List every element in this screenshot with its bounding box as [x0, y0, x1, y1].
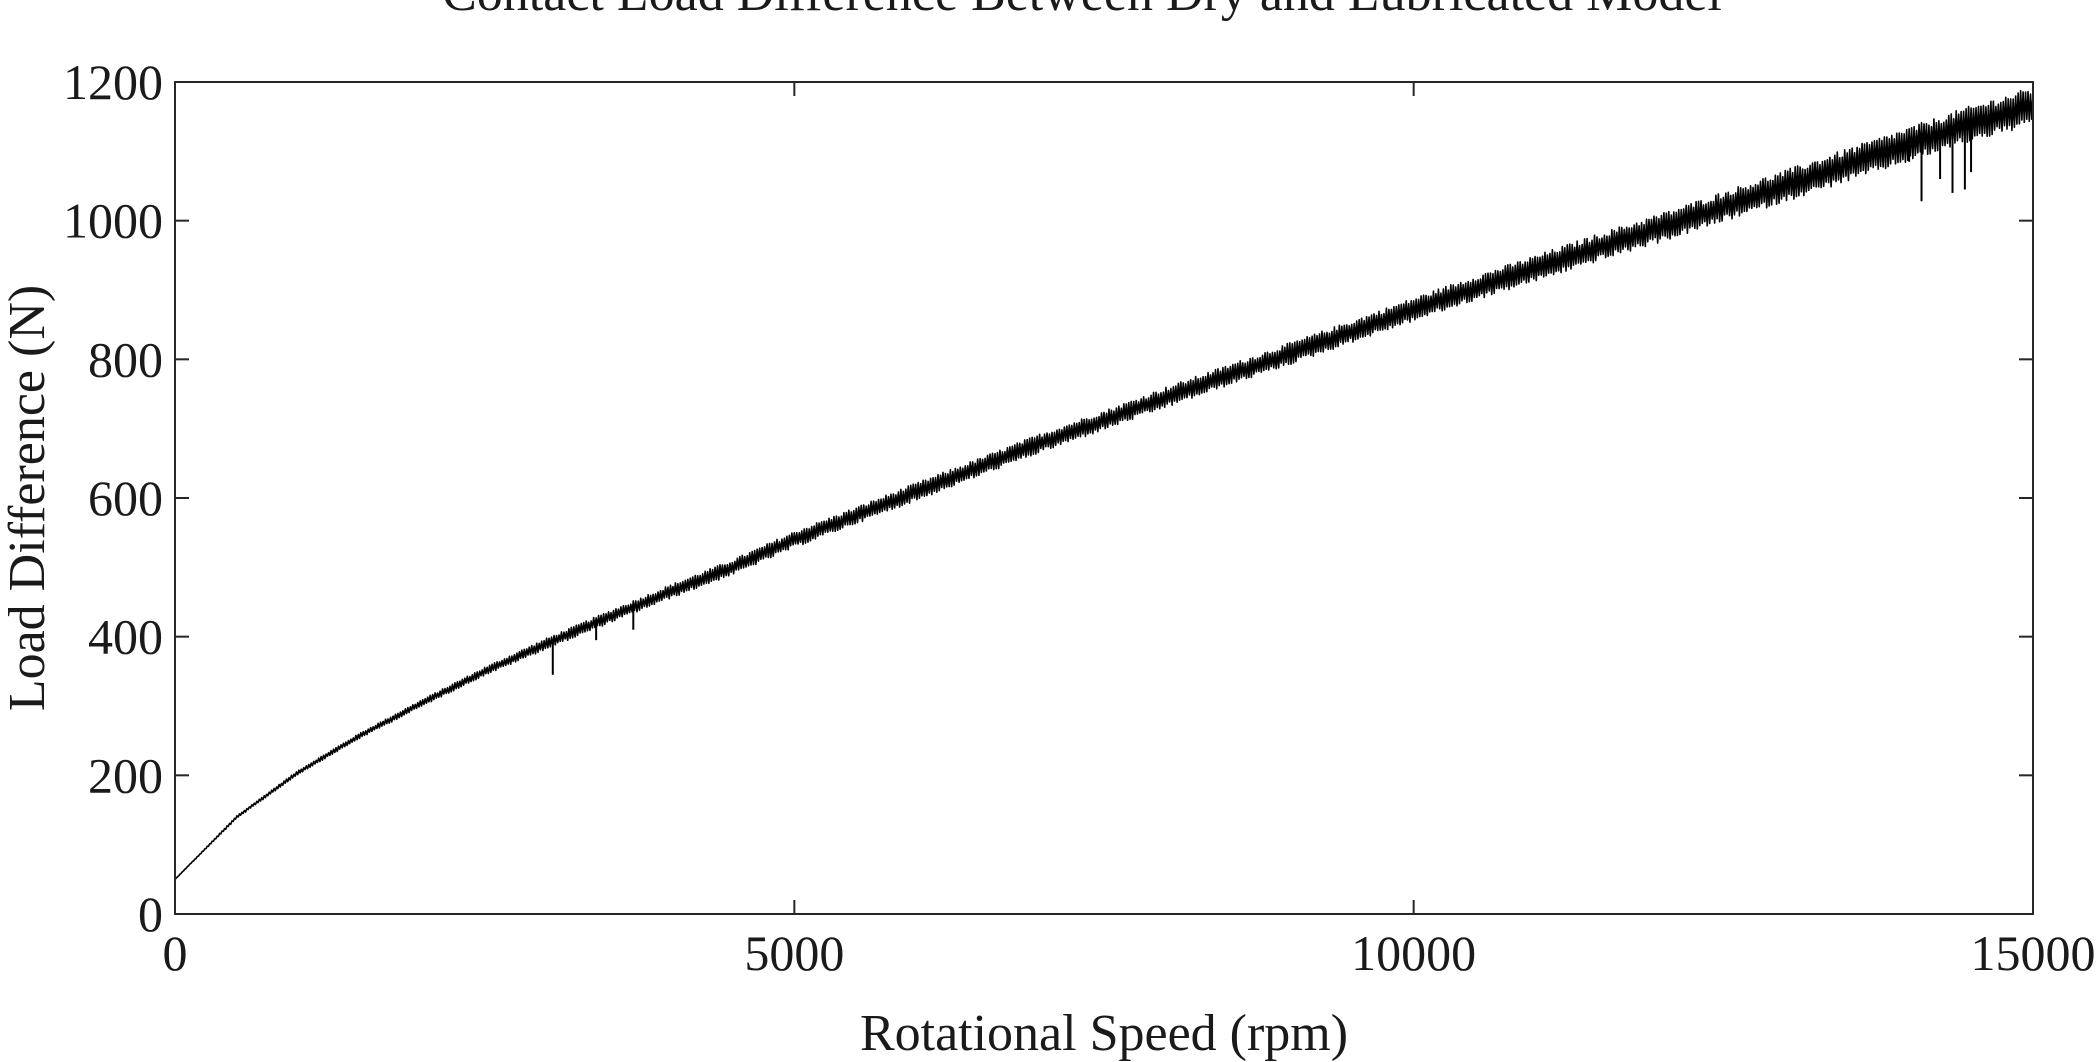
y-axis-label: Load Difference (N) [0, 285, 56, 711]
y-tick-label: 200 [88, 747, 163, 803]
axis-ticks: 0 5000 10000 15000 0 200 400 600 800 1000 1200 [63, 54, 2096, 981]
y-tick-label: 1000 [63, 193, 163, 249]
y-tick-label: 0 [138, 886, 163, 942]
y-tick-label: 1200 [63, 54, 163, 110]
y-tick-label: 400 [88, 609, 163, 665]
x-axis-label: Rotational Speed (rpm) [860, 1005, 1348, 1062]
chart-title: Contact Load Difference Between Dry and … [442, 0, 1722, 22]
plot-data [174, 89, 2034, 880]
x-tick-label: 5000 [744, 925, 844, 981]
y-tick-label: 600 [88, 470, 163, 526]
y-tick-label: 800 [88, 331, 163, 387]
x-tick-label: 15000 [1971, 925, 2096, 981]
x-tick-label: 10000 [1351, 925, 1476, 981]
series-line-0 [174, 89, 2034, 880]
x-tick-label: 0 [163, 925, 188, 981]
